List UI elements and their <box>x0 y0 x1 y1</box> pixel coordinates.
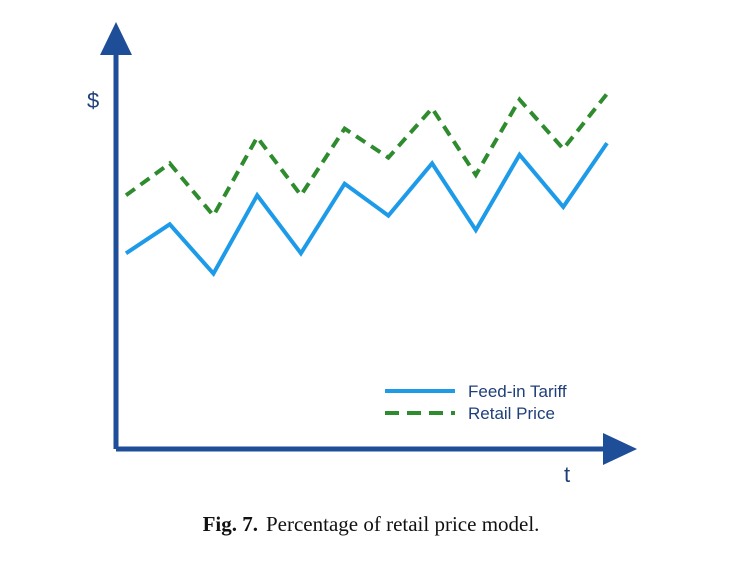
chart: $ t Feed-in Tariff Retail Price <box>87 22 637 487</box>
series-line-retail-price <box>124 92 609 220</box>
caption-text: Percentage of retail price model. <box>265 512 540 536</box>
figure-caption: Fig. 7. Percentage of retail price model. <box>0 512 742 537</box>
y-axis-arrowhead <box>100 22 132 55</box>
series-layer <box>124 92 609 278</box>
axes <box>100 22 637 465</box>
caption-label: Fig. 7. <box>202 512 258 536</box>
legend-label-retail-price: Retail Price <box>468 404 555 423</box>
x-axis-label: t <box>564 462 570 487</box>
x-axis-arrowhead <box>603 433 637 465</box>
legend: Feed-in Tariff Retail Price <box>385 382 567 423</box>
y-axis-label: $ <box>87 88 99 113</box>
series-line-feed-in-tariff <box>124 141 609 278</box>
legend-label-feed-in-tariff: Feed-in Tariff <box>468 382 567 401</box>
